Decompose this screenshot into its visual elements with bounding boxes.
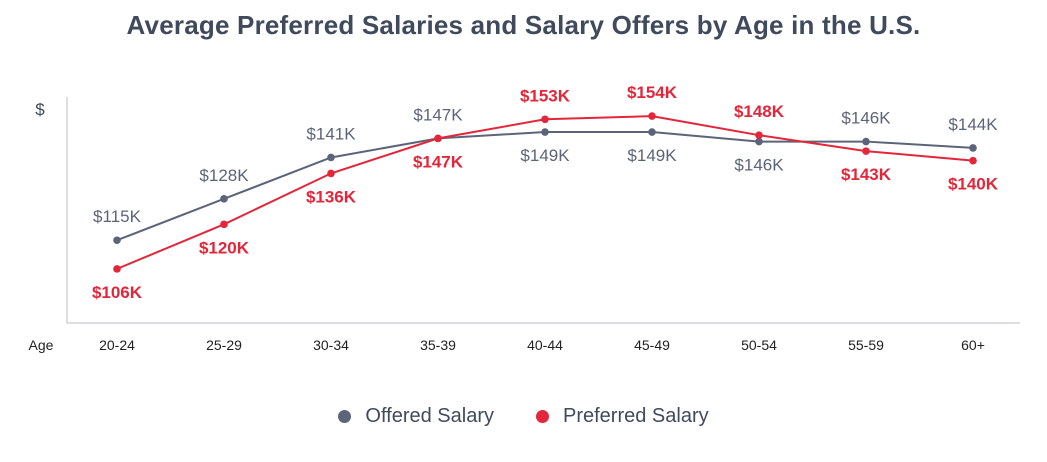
data-point-offered-45-49 xyxy=(648,128,656,136)
legend-marker-offered xyxy=(338,410,352,423)
x-tick-label-20-24: 20-24 xyxy=(99,337,135,353)
data-label-offered-50-54: $146K xyxy=(734,156,784,175)
data-label-offered-30-34: $141K xyxy=(306,124,356,143)
data-point-offered-50-54 xyxy=(755,137,763,146)
data-label-offered-45-49: $149K xyxy=(627,146,677,165)
data-point-offered-40-44 xyxy=(541,128,549,136)
data-label-preferred-40-44: $153K xyxy=(520,86,571,105)
data-label-offered-25-29: $128K xyxy=(199,166,249,185)
data-label-preferred-50-54: $148K xyxy=(734,102,785,121)
chart-legend: Offered Salary Preferred Salary xyxy=(0,405,1047,428)
data-label-offered-35-39: $147K xyxy=(413,105,463,124)
legend-label-preferred: Preferred Salary xyxy=(562,405,709,427)
data-point-preferred-20-24 xyxy=(113,265,121,273)
data-point-offered-25-29 xyxy=(220,195,228,203)
data-label-offered-60+: $144K xyxy=(948,115,998,134)
data-point-offered-55-59 xyxy=(862,137,870,146)
data-point-preferred-45-49 xyxy=(648,112,656,120)
x-tick-label-55-59: 55-59 xyxy=(848,337,884,353)
data-point-preferred-30-34 xyxy=(327,169,335,178)
legend-item-offered: Offered Salary xyxy=(338,405,494,428)
data-point-offered-60+ xyxy=(969,144,977,152)
data-label-offered-55-59: $146K xyxy=(841,109,891,128)
legend-marker-preferred xyxy=(535,410,549,423)
data-point-offered-20-24 xyxy=(113,236,121,245)
data-point-preferred-35-39 xyxy=(434,134,442,143)
x-tick-label-50-54: 50-54 xyxy=(741,337,777,353)
data-label-preferred-55-59: $143K xyxy=(841,165,892,184)
data-point-offered-30-34 xyxy=(327,153,335,162)
data-label-preferred-60+: $140K xyxy=(948,175,999,194)
data-point-preferred-25-29 xyxy=(220,220,228,229)
x-tick-label-40-44: 40-44 xyxy=(527,337,563,353)
data-label-preferred-20-24: $106K xyxy=(92,283,143,302)
data-point-preferred-50-54 xyxy=(755,131,763,139)
data-label-preferred-45-49: $154K xyxy=(627,83,678,102)
x-tick-label-60+: 60+ xyxy=(961,337,985,353)
data-label-offered-40-44: $149K xyxy=(520,146,570,165)
x-tick-label-45-49: 45-49 xyxy=(634,337,670,353)
data-label-preferred-35-39: $147K xyxy=(413,152,464,171)
data-point-preferred-60+ xyxy=(969,156,977,165)
data-label-preferred-30-34: $136K xyxy=(306,187,357,206)
x-axis-label: Age xyxy=(29,337,54,353)
chart-title: Average Preferred Salaries and Salary Of… xyxy=(126,10,921,40)
data-point-preferred-40-44 xyxy=(541,115,549,124)
legend-label-offered: Offered Salary xyxy=(365,405,494,427)
x-tick-label-35-39: 35-39 xyxy=(420,337,456,353)
line-chart: $ Age 20-24 25-29 30-34 35-39 40-44 45-49 50-5… xyxy=(29,83,1020,353)
data-label-offered-20-24: $115K xyxy=(93,207,142,226)
x-tick-label-30-34: 30-34 xyxy=(313,337,349,353)
data-label-preferred-25-29: $120K xyxy=(199,238,250,257)
x-tick-label-25-29: 25-29 xyxy=(206,337,242,353)
data-point-preferred-55-59 xyxy=(862,147,870,155)
y-axis-label: $ xyxy=(35,100,45,119)
legend-item-preferred: Preferred Salary xyxy=(535,405,709,428)
